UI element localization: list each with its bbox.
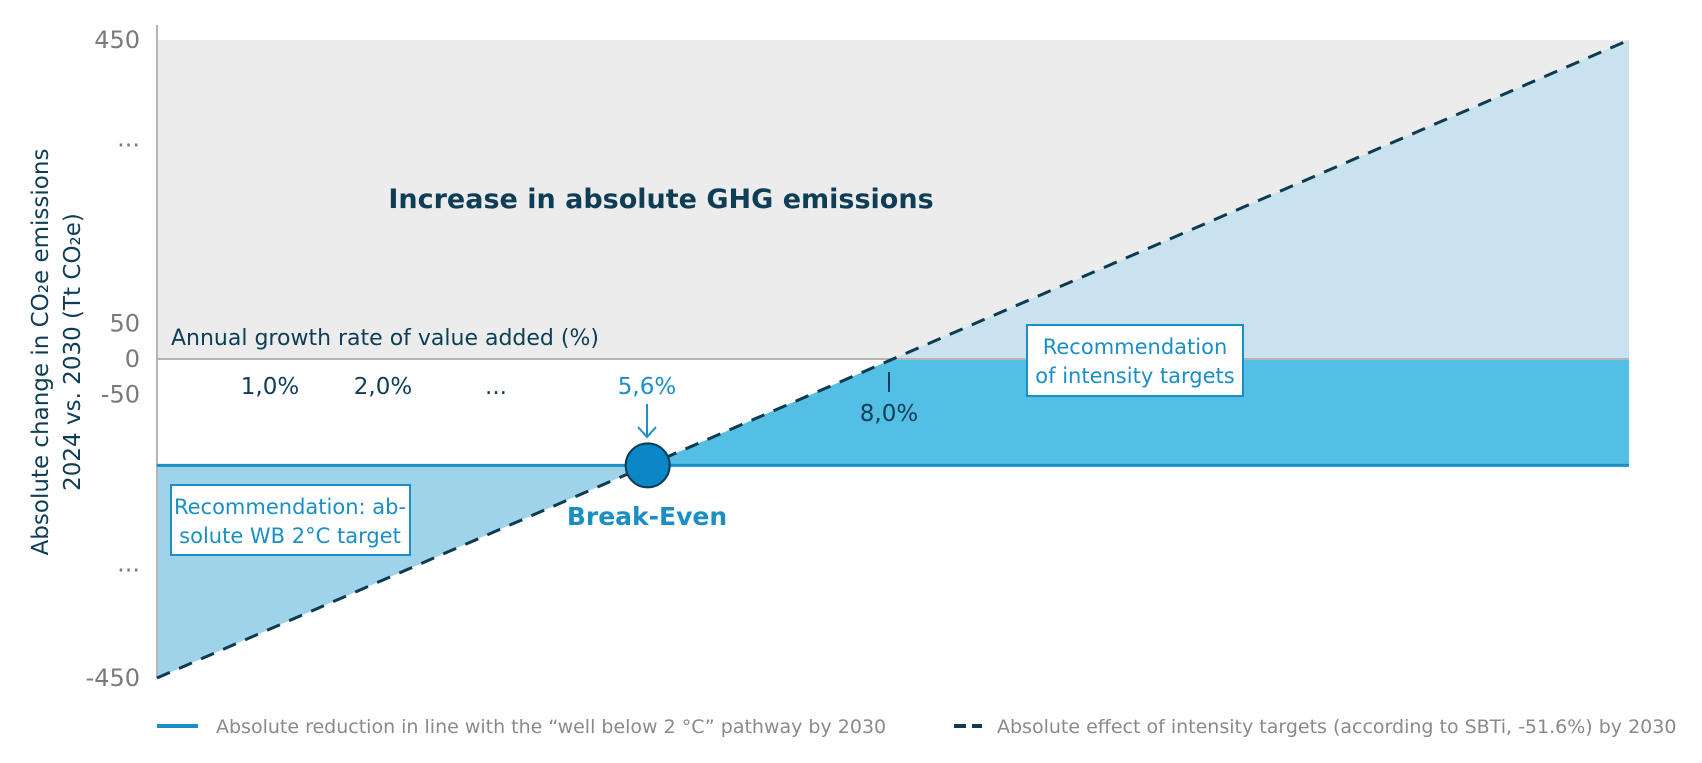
x-label-1: 1,0% xyxy=(241,374,299,400)
x-label-2: 2,0% xyxy=(354,374,412,400)
break-even-label: Break-Even xyxy=(567,502,727,531)
y-tick-label: -50 xyxy=(101,380,140,408)
y-tick-label: 450 xyxy=(94,26,140,54)
arrow-down-icon xyxy=(637,404,657,439)
box-right-line1: Recommendation xyxy=(1043,335,1228,359)
break-even-marker xyxy=(624,442,671,489)
x-axis-label: Annual growth rate of value added (%) xyxy=(171,326,599,351)
y-axis-label-line2: 2024 vs. 2030 (Tt CO₂e) xyxy=(60,213,86,491)
y-axis-label-line1: Absolute change in CO₂e emissions xyxy=(28,149,54,556)
zero-crossing-x-label: 8,0% xyxy=(860,401,918,427)
box-left-line2: solute WB 2°C target xyxy=(179,524,401,548)
increase-region-label: Increase in absolute GHG emissions xyxy=(388,184,933,215)
legend-dashed-label: Absolute effect of intensity targets (ac… xyxy=(997,716,1676,738)
y-tick-label: ... xyxy=(117,124,140,152)
y-tick-label: 0 xyxy=(125,345,140,373)
box-left-line1: Recommendation: ab- xyxy=(174,495,406,519)
legend-solid-label: Absolute reduction in line with the “wel… xyxy=(216,716,886,738)
y-tick-label: -450 xyxy=(86,664,140,692)
intensity-effect-line xyxy=(156,38,1630,680)
break-even-x-label: 5,6% xyxy=(618,374,676,400)
box-intensity-recommendation: Recommendation of intensity targets xyxy=(1026,324,1244,397)
x-label-ellipsis: ... xyxy=(485,374,507,400)
y-tick-label: ... xyxy=(117,550,140,578)
y-tick-label: 50 xyxy=(109,310,140,338)
intensity-target-fill xyxy=(647,359,1629,466)
legend: Absolute reduction in line with the “wel… xyxy=(157,716,1676,738)
box-absolute-recommendation: Recommendation: ab- solute WB 2°C target xyxy=(170,484,411,556)
box-right-line2: of intensity targets xyxy=(1035,364,1234,388)
